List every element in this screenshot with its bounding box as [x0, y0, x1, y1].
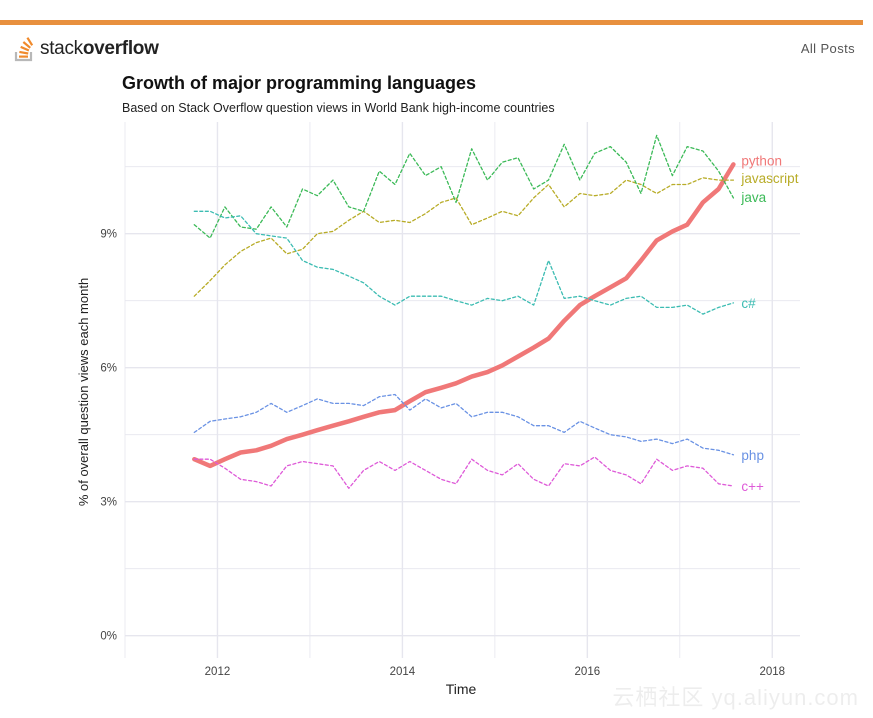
x-tick-label: 2016 — [575, 666, 601, 678]
x-tick-label: 2012 — [205, 666, 231, 678]
x-axis-title: Time — [446, 681, 477, 697]
x-tick-label: 2014 — [390, 666, 416, 678]
y-tick-label: 3% — [100, 497, 117, 509]
logo-text: stackoverflow — [40, 38, 159, 59]
series-label-php: php — [741, 448, 764, 463]
top-accent-bar — [0, 20, 863, 25]
series-line-csharp — [193, 210, 735, 315]
y-tick-label: 9% — [100, 229, 117, 241]
chart-subtitle: Based on Stack Overflow question views i… — [122, 101, 555, 115]
series-label-python: python — [741, 153, 782, 168]
series-label-javascript: javascript — [740, 171, 798, 186]
x-tick-label: 2018 — [759, 666, 785, 678]
watermark-text: 云栖社区 yq.aliyun.com — [612, 685, 859, 710]
all-posts-link[interactable]: All Posts — [800, 41, 855, 56]
stackoverflow-icon — [14, 37, 34, 62]
series-line-php — [193, 393, 735, 456]
series-line-cpp — [193, 456, 735, 489]
series-label-csharp: c# — [741, 296, 756, 311]
series-labels: python javascript java c# php c++ — [740, 153, 798, 494]
chart-series — [192, 134, 736, 489]
stackoverflow-logo[interactable]: stackoverflow — [14, 35, 159, 63]
chart-title: Growth of major programming languages — [122, 73, 477, 93]
series-label-java: java — [740, 190, 766, 205]
site-header: stackoverflow All Posts — [0, 25, 863, 73]
series-line-python — [192, 162, 736, 469]
series-label-cpp: c++ — [741, 479, 764, 494]
y-axis-title: % of overall question views each month — [76, 278, 91, 506]
chart-grid — [124, 122, 800, 658]
y-tick-label: 6% — [100, 363, 117, 375]
axis-ticks: 2012 2014 2016 2018 0% 3% 6% 9% — [100, 229, 785, 678]
series-line-java — [193, 134, 735, 239]
y-tick-label: 0% — [100, 631, 117, 643]
